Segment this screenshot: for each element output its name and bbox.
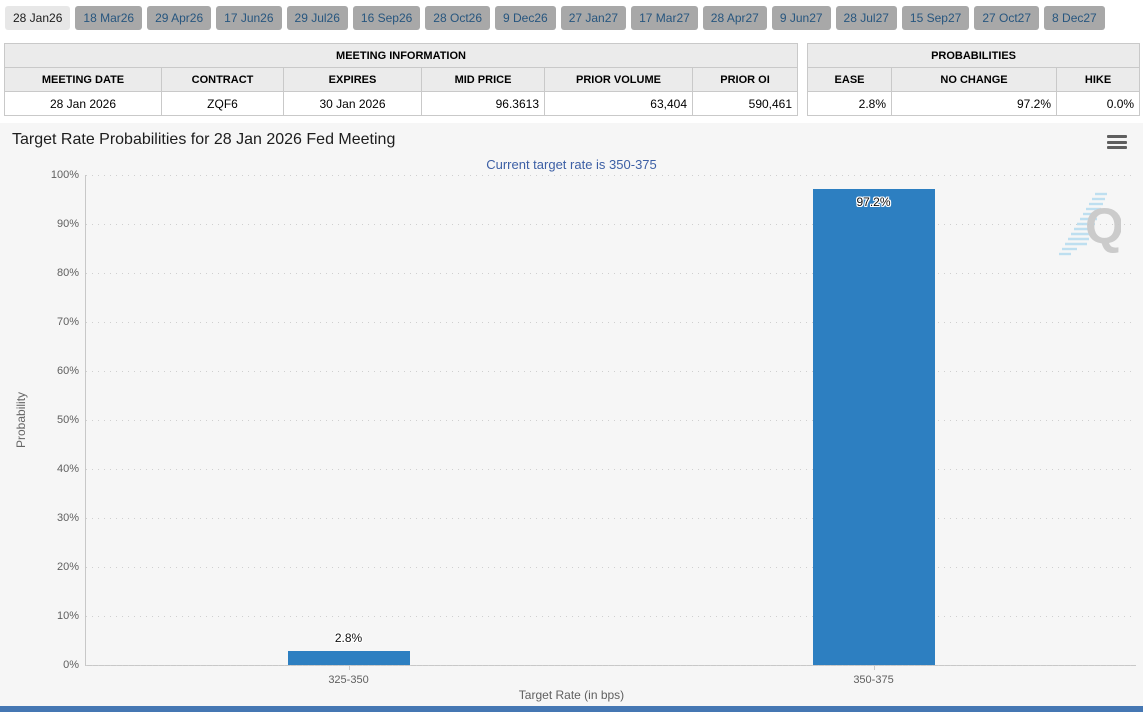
tab-28-apr27[interactable]: 28 Apr27 <box>702 6 767 30</box>
column-header-expires: EXPIRES <box>283 67 422 92</box>
y-tick-label-0: 0% <box>63 659 79 671</box>
cell-28-jan-2026: 28 Jan 2026 <box>4 91 162 116</box>
plot-area: 0% 10% 20% 30% 40% 50% 60% 70% 80% 90% 100% 2.8% 325… <box>51 169 1136 686</box>
tab-18-mar26[interactable]: 18 Mar26 <box>75 6 143 30</box>
target-rate-probability-chart: Target Rate Probabilities for 28 Jan 202… <box>0 123 1143 706</box>
probabilities-data-row: 2.8% 97.2% 0.0% <box>807 91 1141 116</box>
tab-27-oct27[interactable]: 27 Oct27 <box>974 6 1040 30</box>
meeting-information-header-row: MEETING DATE CONTRACT EXPIRES MID PRICE PRIO… <box>4 67 799 92</box>
column-header-mid-price: MID PRICE <box>421 67 545 92</box>
bar-value-label-325-350: 2.8% <box>334 631 363 646</box>
tab-15-sep27[interactable]: 15 Sep27 <box>901 6 970 30</box>
column-header-prior-volume: PRIOR VOLUME <box>544 67 693 92</box>
tab-28-jul27[interactable]: 28 Jul27 <box>835 6 897 30</box>
tab-16-sep26[interactable]: 16 Sep26 <box>352 6 421 30</box>
y-tick-label-60: 60% <box>56 365 79 377</box>
probabilities-title-row: PROBABILITIES <box>807 43 1141 68</box>
meeting-information-title-row: MEETING INFORMATION <box>3 43 799 68</box>
chart-title: Target Rate Probabilities for 28 Jan 202… <box>12 131 396 148</box>
y-tick-label-100: 100% <box>50 169 79 181</box>
y-tick-label-40: 40% <box>56 463 79 475</box>
footer-accent-strip <box>0 706 1143 712</box>
probabilities-header-row: EASE NO CHANGE HIKE <box>807 67 1141 92</box>
gridline-40 <box>86 469 1136 470</box>
y-tick-label-50: 50% <box>56 414 79 426</box>
cell-96-3613: 96.3613 <box>421 91 545 116</box>
chart-subtitle: Current target rate is 350-375 <box>486 157 657 172</box>
cell-zqf6: ZQF6 <box>161 91 284 116</box>
x-axis-title: Target Rate (in bps) <box>518 688 625 702</box>
column-header-contract: CONTRACT <box>161 67 284 92</box>
gridline-80 <box>86 273 1136 274</box>
tab-17-mar27[interactable]: 17 Mar27 <box>631 6 698 30</box>
tab-28-oct26[interactable]: 28 Oct26 <box>425 6 490 30</box>
column-header-prior-oi: PRIOR OI <box>691 67 799 92</box>
tab-28-jan26[interactable]: 28 Jan26 <box>5 6 71 30</box>
hamburger-bar <box>1107 140 1127 144</box>
y-tick-label-30: 30% <box>56 512 79 524</box>
column-header-ease: EASE <box>807 67 893 92</box>
meeting-date-tabbar: 28 Jan26 18 Mar26 29 Apr26 17 Jun26 29 Jul26… <box>0 0 1143 35</box>
gridline-30 <box>86 518 1136 519</box>
hamburger-bar <box>1107 146 1127 149</box>
column-header-hike: HIKE <box>1056 67 1141 92</box>
bar-value-label-350-375: 97.2% <box>856 194 891 209</box>
watermark-q-letter: Q <box>1085 198 1121 254</box>
cell-63-404: 63,404 <box>544 91 693 116</box>
cell-0-0-: 0.0% <box>1056 91 1141 116</box>
gridline-50 <box>86 420 1136 421</box>
summary-tables-row: MEETING INFORMATION MEETING DATE CONTRACT… <box>0 43 1143 116</box>
tab-17-jun26[interactable]: 17 Jun26 <box>216 6 282 30</box>
bar-350-375[interactable] <box>812 188 935 665</box>
bar-325-350[interactable] <box>287 651 410 665</box>
cell-30-jan-2026: 30 Jan 2026 <box>283 91 422 116</box>
cell-2-8-: 2.8% <box>807 91 893 116</box>
tab-29-jul26[interactable]: 29 Jul26 <box>286 6 348 30</box>
cell-97-2-: 97.2% <box>891 91 1058 116</box>
gridline-0 <box>86 665 1136 666</box>
x-tick <box>348 665 350 670</box>
y-tick-label-20: 20% <box>56 561 79 573</box>
gridline-90 <box>86 224 1136 225</box>
gridline-20 <box>86 567 1136 568</box>
hamburger-menu-icon[interactable] <box>1107 135 1127 152</box>
y-tick-label-80: 80% <box>56 267 79 279</box>
tab-27-jan27[interactable]: 27 Jan27 <box>560 6 627 30</box>
tab-8-dec27[interactable]: 8 Dec27 <box>1044 6 1105 30</box>
y-axis-title: Probability <box>14 391 28 449</box>
tab-9-jun27[interactable]: 9 Jun27 <box>771 6 831 30</box>
gridline-10 <box>86 616 1136 617</box>
y-tick-label-90: 90% <box>56 218 79 230</box>
quikstrike-watermark-logo: Q <box>1059 192 1121 256</box>
x-tick <box>873 665 875 670</box>
x-category-label-325-350: 325-350 <box>328 674 369 686</box>
meeting-information-table: MEETING INFORMATION MEETING DATE CONTRACT… <box>3 43 799 116</box>
gridline-60 <box>86 371 1136 372</box>
y-tick-label-10: 10% <box>56 610 79 622</box>
tab-9-dec26[interactable]: 9 Dec26 <box>495 6 556 30</box>
probabilities-title: PROBABILITIES <box>807 43 1141 68</box>
meeting-information-title: MEETING INFORMATION <box>3 43 799 68</box>
cell-590-461: 590,461 <box>691 91 799 116</box>
probabilities-table: PROBABILITIES EASE NO CHANGE HIKE 2.8% 97.2… <box>807 43 1141 116</box>
x-category-label-350-375: 350-375 <box>853 674 894 686</box>
hamburger-bar <box>1107 135 1127 138</box>
column-header-meeting-date: MEETING DATE <box>4 67 162 92</box>
y-tick-label-70: 70% <box>56 316 79 328</box>
column-header-no-change: NO CHANGE <box>891 67 1058 92</box>
meeting-information-data-row: 28 Jan 2026 ZQF6 30 Jan 2026 96.3613 63,404 5… <box>4 91 799 116</box>
gridline-70 <box>86 322 1136 323</box>
tab-29-apr26[interactable]: 29 Apr26 <box>147 6 212 30</box>
gridline-100 <box>86 175 1136 176</box>
